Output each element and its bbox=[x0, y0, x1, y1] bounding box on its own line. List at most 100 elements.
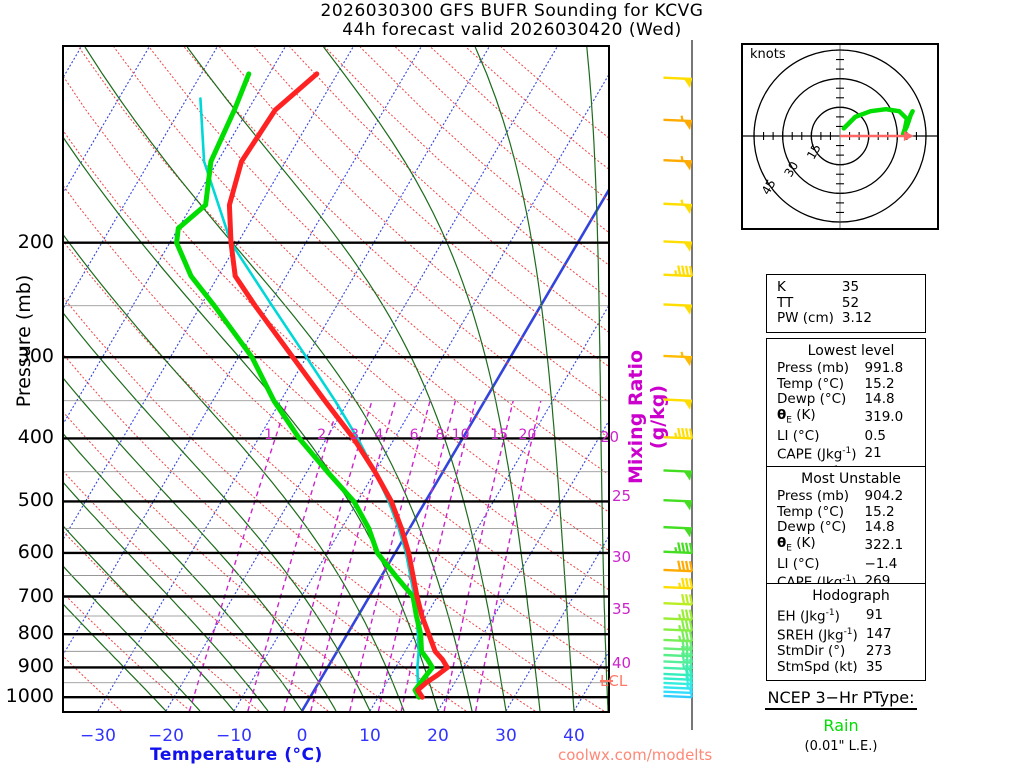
wind-barb bbox=[663, 351, 693, 367]
pressure-tick-400: 400 bbox=[17, 426, 54, 449]
dry-adiabat-line bbox=[64, 593, 191, 711]
pressure-tick-700: 700 bbox=[17, 584, 54, 607]
hodograph-stat-value: 35 bbox=[865, 658, 884, 675]
temperature-tick--30: −30 bbox=[80, 726, 116, 746]
mixing-ratio-right-30: 30 bbox=[612, 548, 632, 566]
mixing-ratio-line bbox=[475, 400, 542, 711]
wind-barb bbox=[663, 469, 693, 481]
most-unstable-row: θE (K) 322.1 bbox=[777, 535, 904, 557]
lowest-level-label: CAPE (Jkg-1) bbox=[777, 446, 857, 463]
skewt-diagram[interactable] bbox=[62, 45, 610, 713]
temperature-tick-0: 0 bbox=[296, 726, 308, 746]
lowest-level-label: θE (K) bbox=[777, 406, 816, 426]
index-label: PW (cm) bbox=[777, 310, 834, 326]
hodograph-stat-row: SREH (Jkg-1) 147 bbox=[777, 625, 892, 644]
wind-barb bbox=[663, 577, 694, 590]
isotherm-line bbox=[64, 47, 218, 309]
hodograph-stat-value: 273 bbox=[865, 643, 892, 659]
isotherm-line bbox=[165, 47, 558, 711]
hodograph-ring-label-15: 15 bbox=[804, 142, 824, 162]
moist-adiabat-line bbox=[586, 47, 608, 711]
dry-adiabat-line bbox=[289, 47, 608, 333]
wind-barb bbox=[663, 76, 693, 89]
dry-adiabat-line bbox=[430, 47, 608, 201]
isotherm-line bbox=[369, 305, 608, 711]
hodograph-plot[interactable]: 15 30 45 bbox=[741, 43, 939, 230]
most-unstable-label: Temp (°C) bbox=[777, 503, 844, 520]
wind-barb bbox=[663, 645, 694, 658]
wind-barb bbox=[663, 560, 694, 573]
pressure-tick-1000: 1000 bbox=[5, 685, 54, 708]
ptype-heading: NCEP 3−Hr PType: bbox=[765, 688, 917, 710]
hodograph-ring-label-30: 30 bbox=[781, 159, 801, 179]
most-unstable-row: LI (°C) −1.4 bbox=[777, 556, 903, 573]
mixing-ratio-tick-8: 8 bbox=[435, 427, 445, 443]
wind-barb bbox=[663, 630, 694, 643]
mixing-ratio-tick-6: 6 bbox=[409, 427, 419, 443]
most-unstable-row: Dewp (°C) 14.8 bbox=[777, 519, 903, 536]
dry-adiabat-line bbox=[64, 185, 608, 672]
moist-adiabat-line bbox=[64, 566, 201, 711]
dry-adiabat-line bbox=[78, 47, 608, 551]
dry-adiabat-line bbox=[395, 47, 608, 233]
wind-barb bbox=[663, 398, 693, 410]
ptype-amount: (0.01" L.E.) bbox=[804, 739, 878, 754]
moist-adiabat-line bbox=[64, 313, 371, 711]
lowest-level-label: Dewp (°C) bbox=[777, 391, 847, 407]
dry-adiabat-line bbox=[64, 656, 122, 711]
storm-motion-arrowhead bbox=[903, 131, 914, 141]
moist-adiabat-line bbox=[64, 526, 235, 711]
index-value: 35 bbox=[841, 279, 860, 295]
wind-barb bbox=[663, 199, 693, 215]
index-label: K bbox=[777, 279, 786, 295]
hodograph-stat-row: StmDir (°) 273 bbox=[777, 643, 892, 660]
lowest-level-value: 15.2 bbox=[864, 375, 895, 392]
hodograph-stat-label: EH (Jkg-1) bbox=[777, 608, 840, 625]
sounding-trace-dewpoint bbox=[174, 71, 435, 700]
lowest-level-value: 14.8 bbox=[864, 391, 895, 407]
dry-adiabat-line bbox=[64, 241, 605, 711]
lowest-level-heading: Lowest level bbox=[807, 343, 895, 359]
most-unstable-label: Dewp (°C) bbox=[777, 519, 847, 535]
isotherm-line bbox=[64, 47, 82, 78]
index-row: K 35 bbox=[777, 279, 872, 296]
mixing-ratio-line bbox=[443, 400, 514, 711]
watermark: coolwx.com/modelts bbox=[558, 746, 713, 764]
dry-adiabat-line bbox=[64, 531, 260, 711]
wind-barb bbox=[663, 265, 694, 278]
wind-barb bbox=[663, 658, 694, 671]
wind-barb bbox=[663, 155, 693, 171]
moist-adiabat-line bbox=[474, 47, 575, 711]
wind-barb bbox=[663, 620, 694, 632]
pressure-tick-900: 900 bbox=[17, 655, 54, 678]
index-row: TT 52 bbox=[777, 294, 872, 312]
moist-adiabat-line bbox=[64, 604, 167, 711]
moist-adiabat-line bbox=[64, 378, 337, 711]
mixing-ratio-tick-15: 15 bbox=[490, 427, 509, 443]
mixing-ratio-tick-3: 3 bbox=[350, 427, 360, 443]
wind-barb bbox=[663, 652, 694, 664]
pressure-tick-600: 600 bbox=[17, 540, 54, 563]
temperature-tick--20: −20 bbox=[148, 726, 184, 746]
lowest-level-row: Press (mb) 991.8 bbox=[777, 360, 903, 377]
index-value: 52 bbox=[841, 294, 860, 311]
lowest-level-label: Temp (°C) bbox=[777, 375, 844, 392]
most-unstable-value: 322.1 bbox=[864, 537, 904, 554]
temperature-tick-40: 40 bbox=[563, 726, 585, 746]
hodograph-trace bbox=[841, 106, 915, 137]
dry-adiabat-line bbox=[64, 354, 467, 711]
dry-adiabat-line bbox=[64, 131, 608, 631]
moist-adiabat-line bbox=[64, 482, 269, 711]
most-unstable-heading: Most Unstable bbox=[801, 471, 901, 487]
wind-barb bbox=[663, 525, 693, 538]
sounding-trace-parcel bbox=[199, 97, 423, 699]
sounding-trace-temperature bbox=[226, 71, 450, 700]
isotherm-line bbox=[64, 47, 286, 424]
wind-barb bbox=[663, 542, 694, 555]
dry-adiabat-line bbox=[465, 47, 608, 170]
lcl-label: LCL bbox=[600, 672, 628, 690]
most-unstable-label: Press (mb) bbox=[777, 488, 850, 504]
index-row: PW (cm) 3.12 bbox=[777, 310, 872, 327]
mixing-ratio-right-40: 40 bbox=[612, 654, 632, 672]
